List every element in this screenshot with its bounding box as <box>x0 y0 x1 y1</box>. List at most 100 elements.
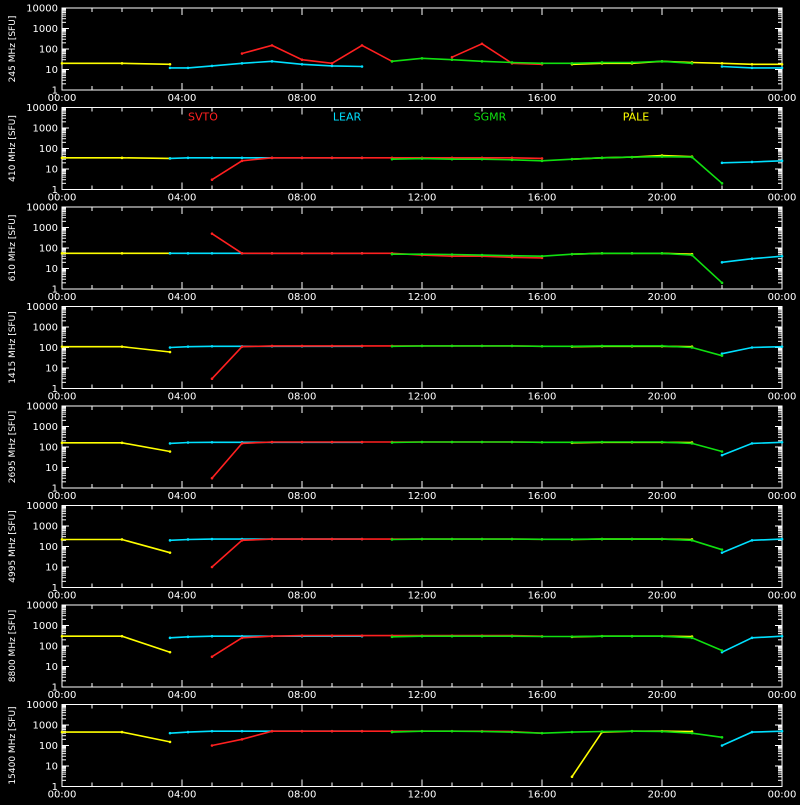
data-point-sgmr <box>480 634 484 638</box>
data-point-svto <box>210 178 214 182</box>
y-tick-label: 10 <box>45 65 58 76</box>
y-tick-label: 1 <box>52 185 58 196</box>
data-point-lear <box>330 64 334 68</box>
y-tick-label: 100 <box>39 741 58 752</box>
x-tick-label: 16:00 <box>528 93 557 104</box>
data-point-pale <box>168 450 172 453</box>
data-point-svto <box>510 156 514 160</box>
frequency-label: 4995 MHz <box>8 537 18 582</box>
x-tick-label: 00:00 <box>48 292 77 303</box>
x-tick-label: 16:00 <box>528 591 557 602</box>
data-point-lear <box>186 252 190 255</box>
data-point-svto <box>210 377 214 381</box>
y-tick-label: 100 <box>39 343 58 354</box>
data-point-lear <box>720 161 724 165</box>
data-point-sgmr <box>390 538 394 541</box>
data-point-sgmr <box>420 252 424 256</box>
x-tick-label: 04:00 <box>168 690 197 701</box>
y-axis-label: 245 MHz [SFU] <box>8 16 18 83</box>
data-point-sgmr <box>630 61 634 64</box>
unit-label: [SFU] <box>8 16 18 41</box>
data-point-lear <box>168 636 172 640</box>
data-point-pale <box>168 740 172 744</box>
y-tick-label: 1000 <box>33 24 58 35</box>
data-point-sgmr <box>480 440 484 444</box>
data-point-sgmr <box>510 440 514 444</box>
data-point-sgmr <box>390 252 394 256</box>
data-point-sgmr <box>600 537 604 541</box>
data-point-sgmr <box>660 60 664 63</box>
x-tick-label: 08:00 <box>288 93 317 104</box>
series-line-sgmr <box>391 635 723 652</box>
x-tick-label: 12:00 <box>408 93 437 104</box>
panel-1415-mhz: 1 10 100 1000 10000 00:00 04:00 08:00 12:00 16:00… <box>8 302 796 403</box>
panel-245-mhz: 1 10 100 1000 10000 00:00 04:00 08:00 12:00 16:00… <box>8 4 796 105</box>
data-point-svto <box>330 440 334 444</box>
data-point-pale <box>168 551 172 554</box>
data-point-svto <box>300 537 304 541</box>
data-point-sgmr <box>690 155 694 159</box>
data-point-lear <box>750 442 754 445</box>
x-tick-label: 16:00 <box>528 790 557 801</box>
data-point-pale <box>60 62 64 65</box>
y-tick-label: 10 <box>45 165 58 176</box>
y-tick-label: 10000 <box>26 700 58 711</box>
data-point-sgmr <box>690 346 694 349</box>
data-point-sgmr <box>720 354 724 357</box>
x-tick-label: 20:00 <box>648 591 677 602</box>
data-point-svto <box>330 729 334 733</box>
data-point-lear <box>210 64 214 68</box>
y-tick-label: 1 <box>52 782 58 793</box>
data-point-sgmr <box>510 634 514 638</box>
x-tick-label: 20:00 <box>648 491 677 502</box>
x-tick-label: 00:00 <box>48 591 77 602</box>
y-axis-label: 15400 MHz [SFU] <box>8 706 18 784</box>
data-point-sgmr <box>510 158 514 162</box>
data-point-lear <box>780 159 784 163</box>
data-point-sgmr <box>510 61 514 64</box>
data-point-lear <box>780 66 784 70</box>
data-point-sgmr <box>420 344 424 348</box>
series-line-pale <box>62 345 693 353</box>
data-point-sgmr <box>720 281 724 285</box>
legend-lear: LEAR <box>333 111 362 124</box>
data-point-svto <box>210 744 214 747</box>
data-point-sgmr <box>600 252 604 255</box>
data-point-pale <box>60 345 64 348</box>
y-tick-label: 1 <box>52 384 58 395</box>
data-point-svto <box>360 537 364 541</box>
data-point-lear <box>300 62 304 66</box>
series-line-svto <box>211 157 543 181</box>
data-point-sgmr <box>510 537 514 541</box>
data-point-pale <box>60 538 64 541</box>
data-point-sgmr <box>390 344 394 348</box>
x-tick-label: 04:00 <box>168 93 197 104</box>
panel-frame <box>61 604 783 688</box>
data-point-lear <box>210 729 214 733</box>
data-point-pale <box>168 350 172 354</box>
data-point-lear <box>780 634 784 638</box>
x-tick-label: 04:00 <box>168 591 197 602</box>
unit-label: [SFU] <box>8 510 18 535</box>
unit-label: [SFU] <box>8 706 18 731</box>
data-point-sgmr <box>570 157 574 161</box>
data-point-sgmr <box>630 344 634 348</box>
y-tick-label: 1000 <box>33 323 58 334</box>
series-line-pale <box>62 538 693 554</box>
x-tick-label: 16:00 <box>528 292 557 303</box>
x-tick-label: 04:00 <box>168 392 197 403</box>
y-axis-label: 410 MHz [SFU] <box>8 115 18 182</box>
data-point-sgmr <box>540 62 544 65</box>
series-line-sgmr <box>391 155 723 184</box>
data-point-sgmr <box>570 730 574 734</box>
data-point-sgmr <box>540 635 544 638</box>
data-point-lear <box>720 551 724 554</box>
series-line-svto <box>211 634 543 658</box>
data-point-svto <box>270 252 274 255</box>
data-point-svto <box>270 634 274 638</box>
panel-610-mhz: 1 10 100 1000 10000 00:00 04:00 08:00 12:00 16:00… <box>8 203 796 304</box>
data-point-lear <box>240 156 244 160</box>
data-point-svto <box>360 344 364 348</box>
y-tick-label: 1000 <box>33 721 58 732</box>
